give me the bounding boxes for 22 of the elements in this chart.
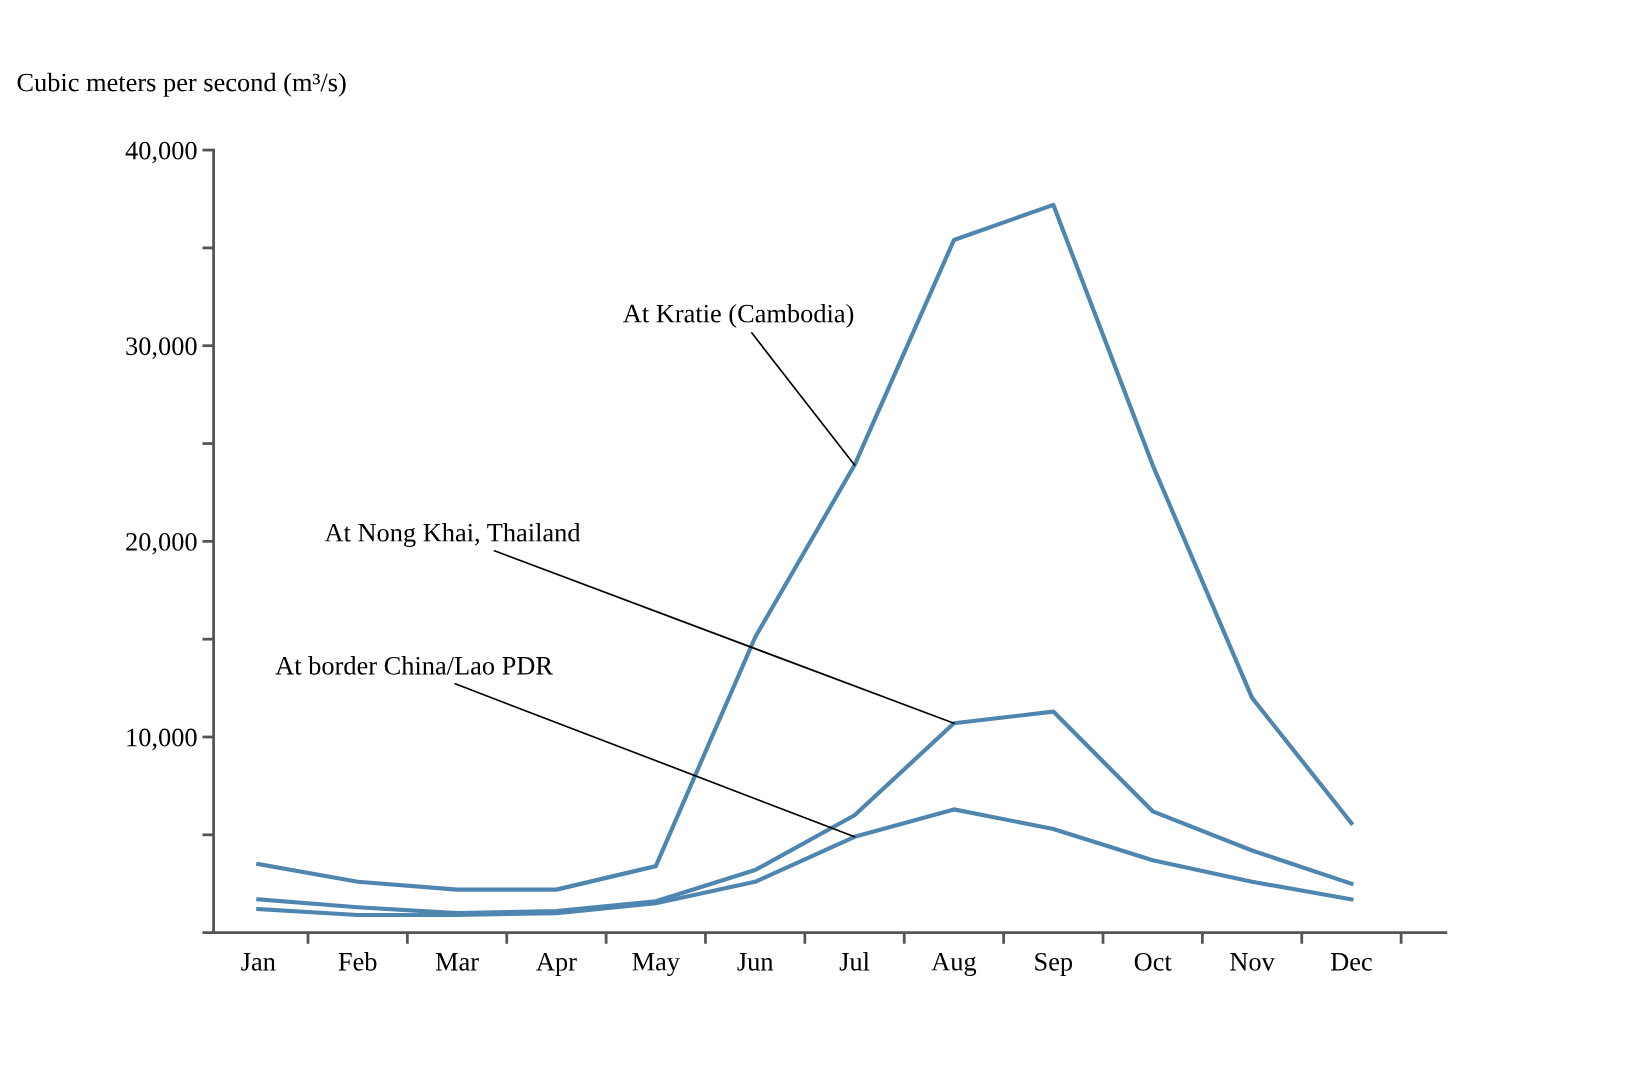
text: At border China/Lao PDR xyxy=(275,656,553,675)
x-tick-label: Jun xyxy=(737,953,774,971)
x-tick-label: Aug xyxy=(931,952,977,977)
y-axis-title: Cubic meters per second (m³/s) xyxy=(17,72,346,97)
y-tick-label: 40,000 xyxy=(125,141,197,164)
x-tick-label: Apr xyxy=(536,952,577,977)
x-tick-label: Dec xyxy=(1330,953,1372,971)
x-tick-label: Nov xyxy=(1230,953,1275,971)
x-tick-label: Jan xyxy=(241,953,276,971)
x-tick-label: Mar xyxy=(435,953,479,971)
x-tick-label: Jul xyxy=(839,952,870,971)
x-tick-label: May xyxy=(632,953,680,977)
y-tick-label: 10,000 xyxy=(127,728,197,751)
y-tick-label: 30,000 xyxy=(126,337,197,359)
y-tick-label: 20,000 xyxy=(126,532,197,555)
text: At Nong Khai, Thailand xyxy=(324,523,581,548)
x-tick-label: Feb xyxy=(338,952,377,971)
line-series xyxy=(256,709,1354,916)
line-series xyxy=(256,202,1354,892)
text: At Kratie (Cambodia) xyxy=(623,303,854,328)
x-tick-label: Sep xyxy=(1035,952,1073,977)
x-tick-label: Oct xyxy=(1134,952,1172,971)
